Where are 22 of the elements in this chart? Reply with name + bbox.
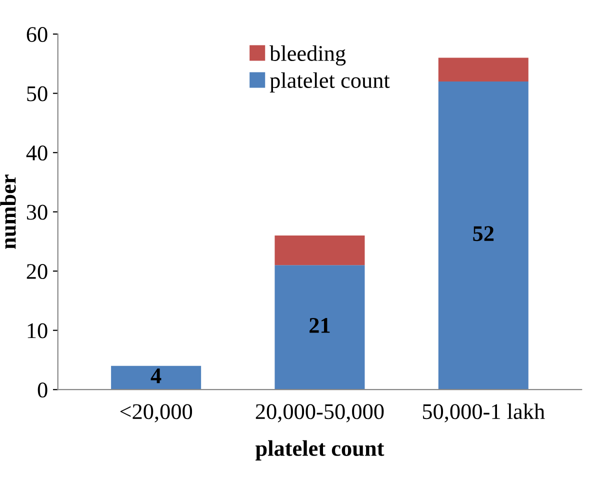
y-tick-label: 20 [26,264,48,280]
x-tick-label: 20,000-50,000 [256,404,384,422]
bar [438,81,528,390]
data-label: 52 [473,226,494,242]
y-axis-title: number [0,174,16,249]
bar [111,366,202,390]
y-tick-label: 10 [28,323,48,338]
y-tick-label: 40 [26,146,48,161]
legend-label: platelet count [270,72,390,93]
x-tick-label: <20,000 [120,404,192,422]
data-label: 21 [310,318,330,333]
data-label: 4 [150,368,162,384]
y-tick-label: 0 [38,382,48,398]
y-tick-label: 60 [26,27,48,42]
bar [274,265,365,390]
legend-label: bleeding [270,45,346,66]
y-tick-label: 30 [26,204,48,220]
x-axis-title: platelet count [256,440,384,460]
bar [274,236,365,266]
y-tick-label: 50 [27,86,48,102]
bar [438,58,528,82]
x-tick-label: 50,000-1 lakh [422,403,545,422]
